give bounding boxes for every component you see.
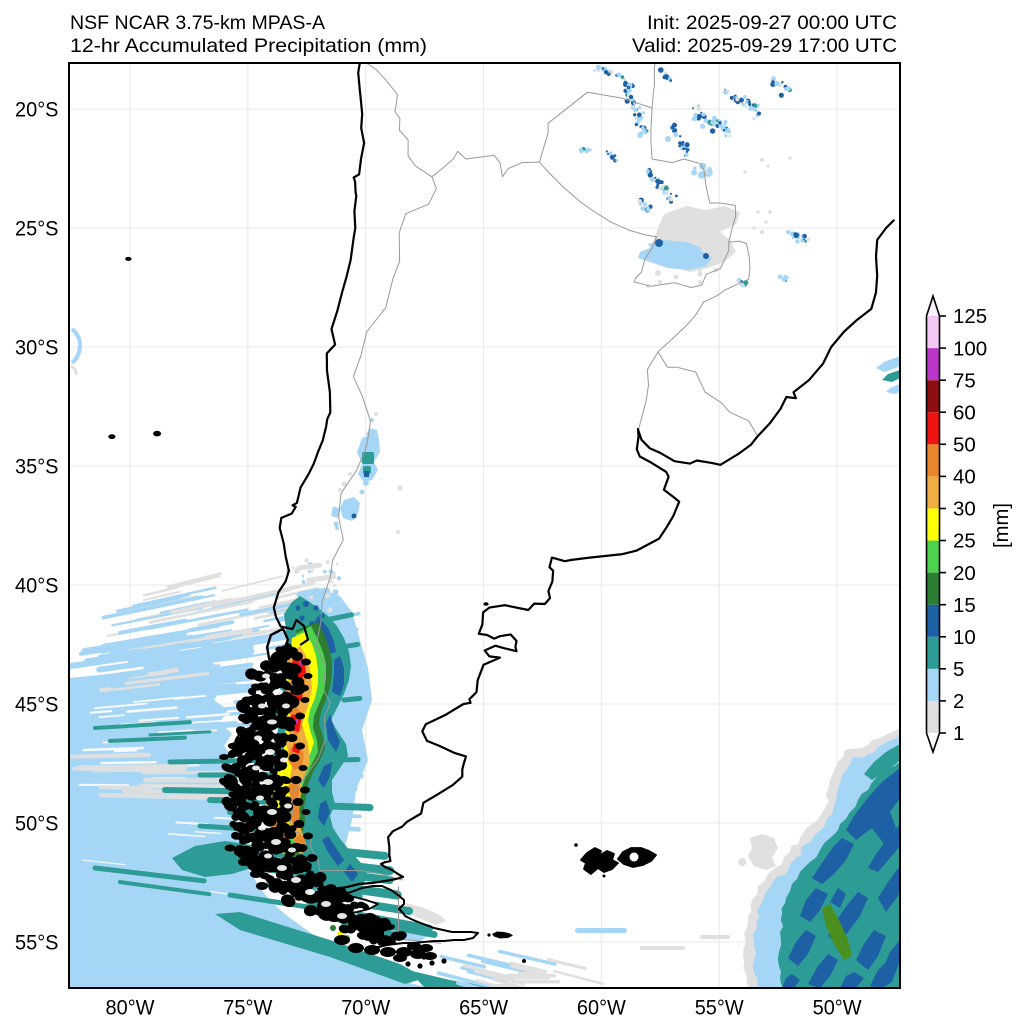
svg-text:50: 50 — [953, 435, 976, 457]
svg-text:12-hr Accumulated Precipitatio: 12-hr Accumulated Precipitation (mm) — [70, 35, 427, 57]
svg-text:70°W: 70°W — [341, 996, 391, 1020]
svg-text:40°S: 40°S — [15, 574, 59, 598]
svg-text:55°S: 55°S — [15, 931, 59, 955]
svg-text:10: 10 — [953, 627, 976, 649]
svg-text:NSF NCAR 3.75-km MPAS-A: NSF NCAR 3.75-km MPAS-A — [70, 12, 325, 34]
svg-text:60: 60 — [953, 402, 976, 424]
svg-text:125: 125 — [953, 306, 987, 328]
svg-text:1: 1 — [953, 723, 964, 745]
svg-text:40: 40 — [953, 467, 976, 489]
svg-text:25°S: 25°S — [15, 217, 59, 241]
svg-text:100: 100 — [953, 338, 987, 360]
svg-text:25: 25 — [953, 531, 976, 553]
svg-text:2: 2 — [953, 691, 964, 713]
svg-text:[mm]: [mm] — [991, 503, 1013, 548]
svg-text:30°S: 30°S — [15, 336, 59, 360]
svg-text:45°S: 45°S — [15, 693, 59, 717]
svg-text:55°W: 55°W — [695, 996, 745, 1020]
svg-text:75: 75 — [953, 370, 976, 392]
svg-text:75°W: 75°W — [223, 996, 273, 1020]
svg-text:65°W: 65°W — [459, 996, 509, 1020]
svg-text:30: 30 — [953, 499, 976, 521]
svg-text:20: 20 — [953, 563, 976, 585]
svg-text:35°S: 35°S — [15, 455, 59, 479]
svg-text:50°S: 50°S — [15, 812, 59, 836]
svg-text:60°W: 60°W — [577, 996, 627, 1020]
svg-text:50°W: 50°W — [813, 996, 863, 1020]
svg-text:Init: 2025-09-27 00:00 UTC: Init: 2025-09-27 00:00 UTC — [647, 12, 897, 34]
svg-text:5: 5 — [953, 659, 964, 681]
svg-text:80°W: 80°W — [106, 996, 156, 1020]
svg-text:Valid: 2025-09-29 17:00 UTC: Valid: 2025-09-29 17:00 UTC — [632, 35, 897, 57]
svg-text:20°S: 20°S — [15, 98, 59, 122]
svg-text:15: 15 — [953, 595, 976, 617]
